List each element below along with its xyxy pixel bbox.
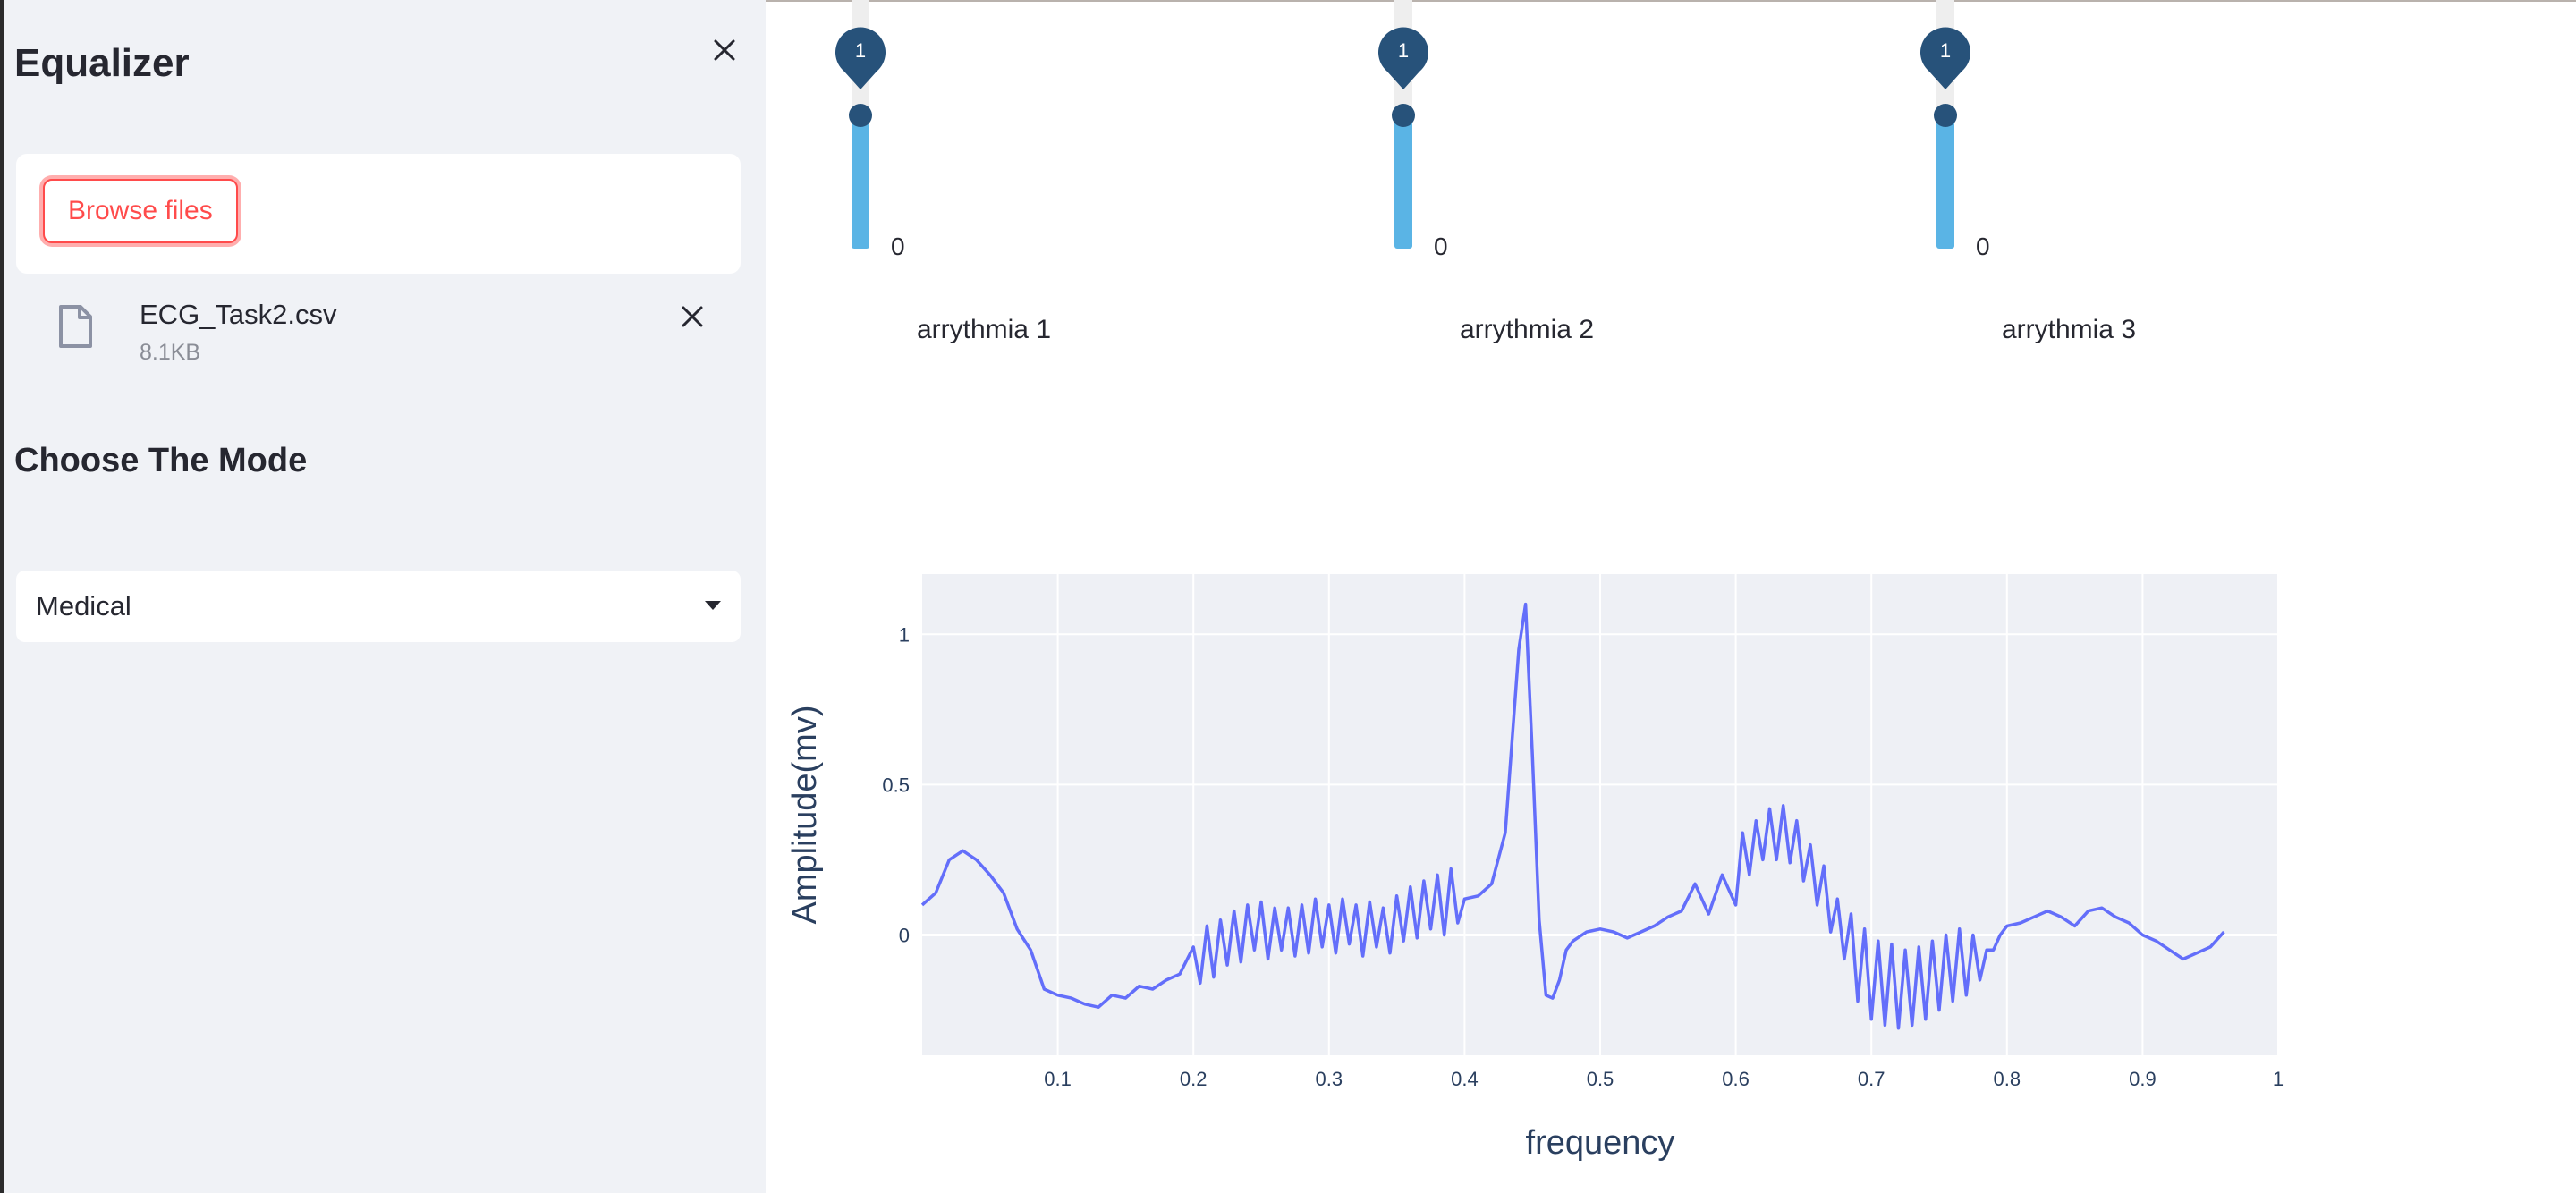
x-tick-label: 0.3 — [1316, 1068, 1343, 1090]
x-tick-label: 0.9 — [2129, 1068, 2157, 1090]
x-tick-label: 0.4 — [1451, 1068, 1479, 1090]
x-axis-title: frequency — [1526, 1124, 1675, 1162]
x-gridlines — [1056, 574, 2279, 1055]
slider-arrythmia-2: 1 0 arrythmia 2 — [1309, 0, 1684, 358]
slider-value: 1 — [1939, 39, 1952, 62]
close-icon — [682, 306, 703, 327]
slider-label: arrythmia 3 — [2001, 315, 2137, 344]
x-tick-label: 0.1 — [1044, 1068, 1072, 1090]
slider-fill — [852, 114, 869, 249]
slider-handle[interactable] — [1392, 104, 1415, 127]
y-axis-title: Amplitude(mv) — [786, 706, 824, 925]
browse-files-button[interactable]: Browse files — [43, 179, 238, 243]
sidebar-title: Equalizer — [14, 41, 190, 85]
mode-select-value: Medical — [36, 590, 131, 622]
slider-handle[interactable] — [849, 104, 872, 127]
slider-value-pin — [1920, 27, 1970, 89]
slider-arrythmia-1: 1 0 arrythmia 1 — [766, 0, 1141, 358]
file-name: ECG_Task2.csv — [140, 299, 337, 330]
slider-handle[interactable] — [1934, 104, 1957, 127]
x-tick-label: 0.5 — [1587, 1068, 1614, 1090]
uploaded-file-row: ECG_Task2.csv 8.1KB — [16, 286, 741, 376]
x-tick-label: 0.8 — [1994, 1068, 2021, 1090]
x-tick-label: 0.6 — [1722, 1068, 1750, 1090]
file-uploader-dropzone[interactable]: Browse files — [16, 154, 741, 274]
y-tick-label: 1 — [899, 623, 910, 646]
chevron-down-icon — [705, 601, 721, 610]
file-icon — [59, 305, 92, 348]
y-tick-label: 0.5 — [882, 774, 910, 796]
ecg-line-chart[interactable]: 0.1 0.2 0.3 0.4 0.5 0.6 0.7 0.8 0.9 1 10.50 frequ… — [766, 0, 2576, 1193]
slider-value-pin — [835, 27, 886, 89]
slider-min-label: 0 — [1976, 233, 1990, 260]
slider-label: arrythmia 2 — [1459, 315, 1595, 344]
x-tick-label: 1 — [2273, 1068, 2284, 1090]
close-sidebar-button[interactable] — [707, 32, 742, 68]
slider-label: arrythmia 1 — [916, 315, 1052, 344]
file-size: 8.1KB — [140, 340, 201, 365]
sidebar: Equalizer Browse files ECG_Task2.csv 8.1… — [0, 0, 766, 1193]
y-tick-label: 0 — [899, 925, 910, 947]
main-content: 1 0 arrythmia 1 1 0 arrythmia 2 1 0 — [766, 0, 2576, 1193]
slider-arrythmia-3: 1 0 arrythmia 3 — [1851, 0, 2226, 358]
slider-fill — [1936, 114, 1954, 249]
slider-min-label: 0 — [1434, 233, 1448, 260]
x-tick-labels: 0.1 0.2 0.3 0.4 0.5 0.6 0.7 0.8 0.9 1 — [1044, 1068, 2284, 1090]
series-line-ecg — [920, 602, 2225, 1030]
slider-min-label: 0 — [891, 233, 905, 260]
x-tick-label: 0.7 — [1858, 1068, 1885, 1090]
remove-file-button[interactable] — [674, 299, 710, 334]
mode-heading: Choose The Mode — [14, 442, 308, 479]
slider-value: 1 — [1397, 39, 1410, 62]
x-tick-label: 0.2 — [1180, 1068, 1208, 1090]
y-gridlines — [922, 633, 2278, 936]
top-divider — [766, 0, 2576, 2]
close-icon — [714, 39, 735, 61]
slider-fill — [1394, 114, 1412, 249]
slider-value-pin — [1378, 27, 1428, 89]
mode-select[interactable]: Medical — [16, 571, 741, 642]
y-tick-labels: 10.50 — [882, 623, 910, 946]
slider-value: 1 — [854, 39, 867, 62]
